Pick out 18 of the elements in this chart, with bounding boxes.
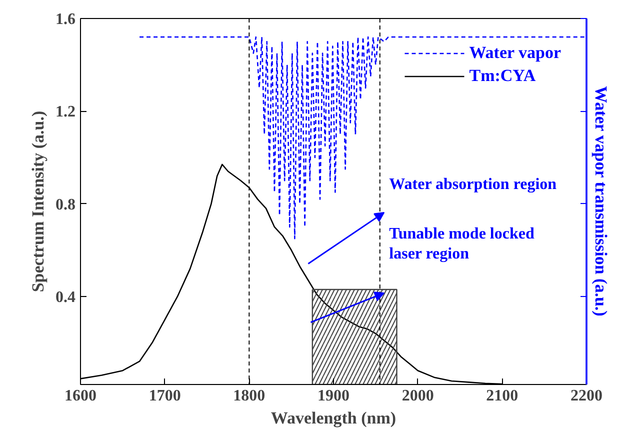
x-tick-label: 1900	[318, 388, 350, 404]
x-tick-label: 2000	[402, 388, 434, 404]
y-tick-label: 1.6	[56, 11, 76, 28]
y-axis-title: Spectrum Intensity (a.u.)	[28, 110, 48, 292]
y-tick-label: 1.2	[56, 104, 76, 121]
annotation: Water absorption region	[389, 176, 557, 193]
y2-axis-title: Water vapor transmission (a.u.)	[592, 86, 610, 316]
y-tick-label: 0.4	[56, 288, 76, 306]
legend-label: Water vapor	[469, 43, 561, 63]
x-axis-title: Wavelength (nm)	[270, 408, 396, 428]
x-tick-label: 1700	[148, 388, 181, 404]
annotation: Tunable mode locked laser region	[389, 225, 534, 263]
x-tick-label: 2100	[486, 388, 518, 404]
x-tick-label: 1800	[233, 388, 266, 404]
y-tick-label: 0.8	[56, 196, 76, 214]
x-tick-label: 2200	[570, 388, 602, 404]
x-tick-label: 1600	[64, 388, 96, 404]
legend-label: Tm:CYA	[469, 66, 536, 86]
